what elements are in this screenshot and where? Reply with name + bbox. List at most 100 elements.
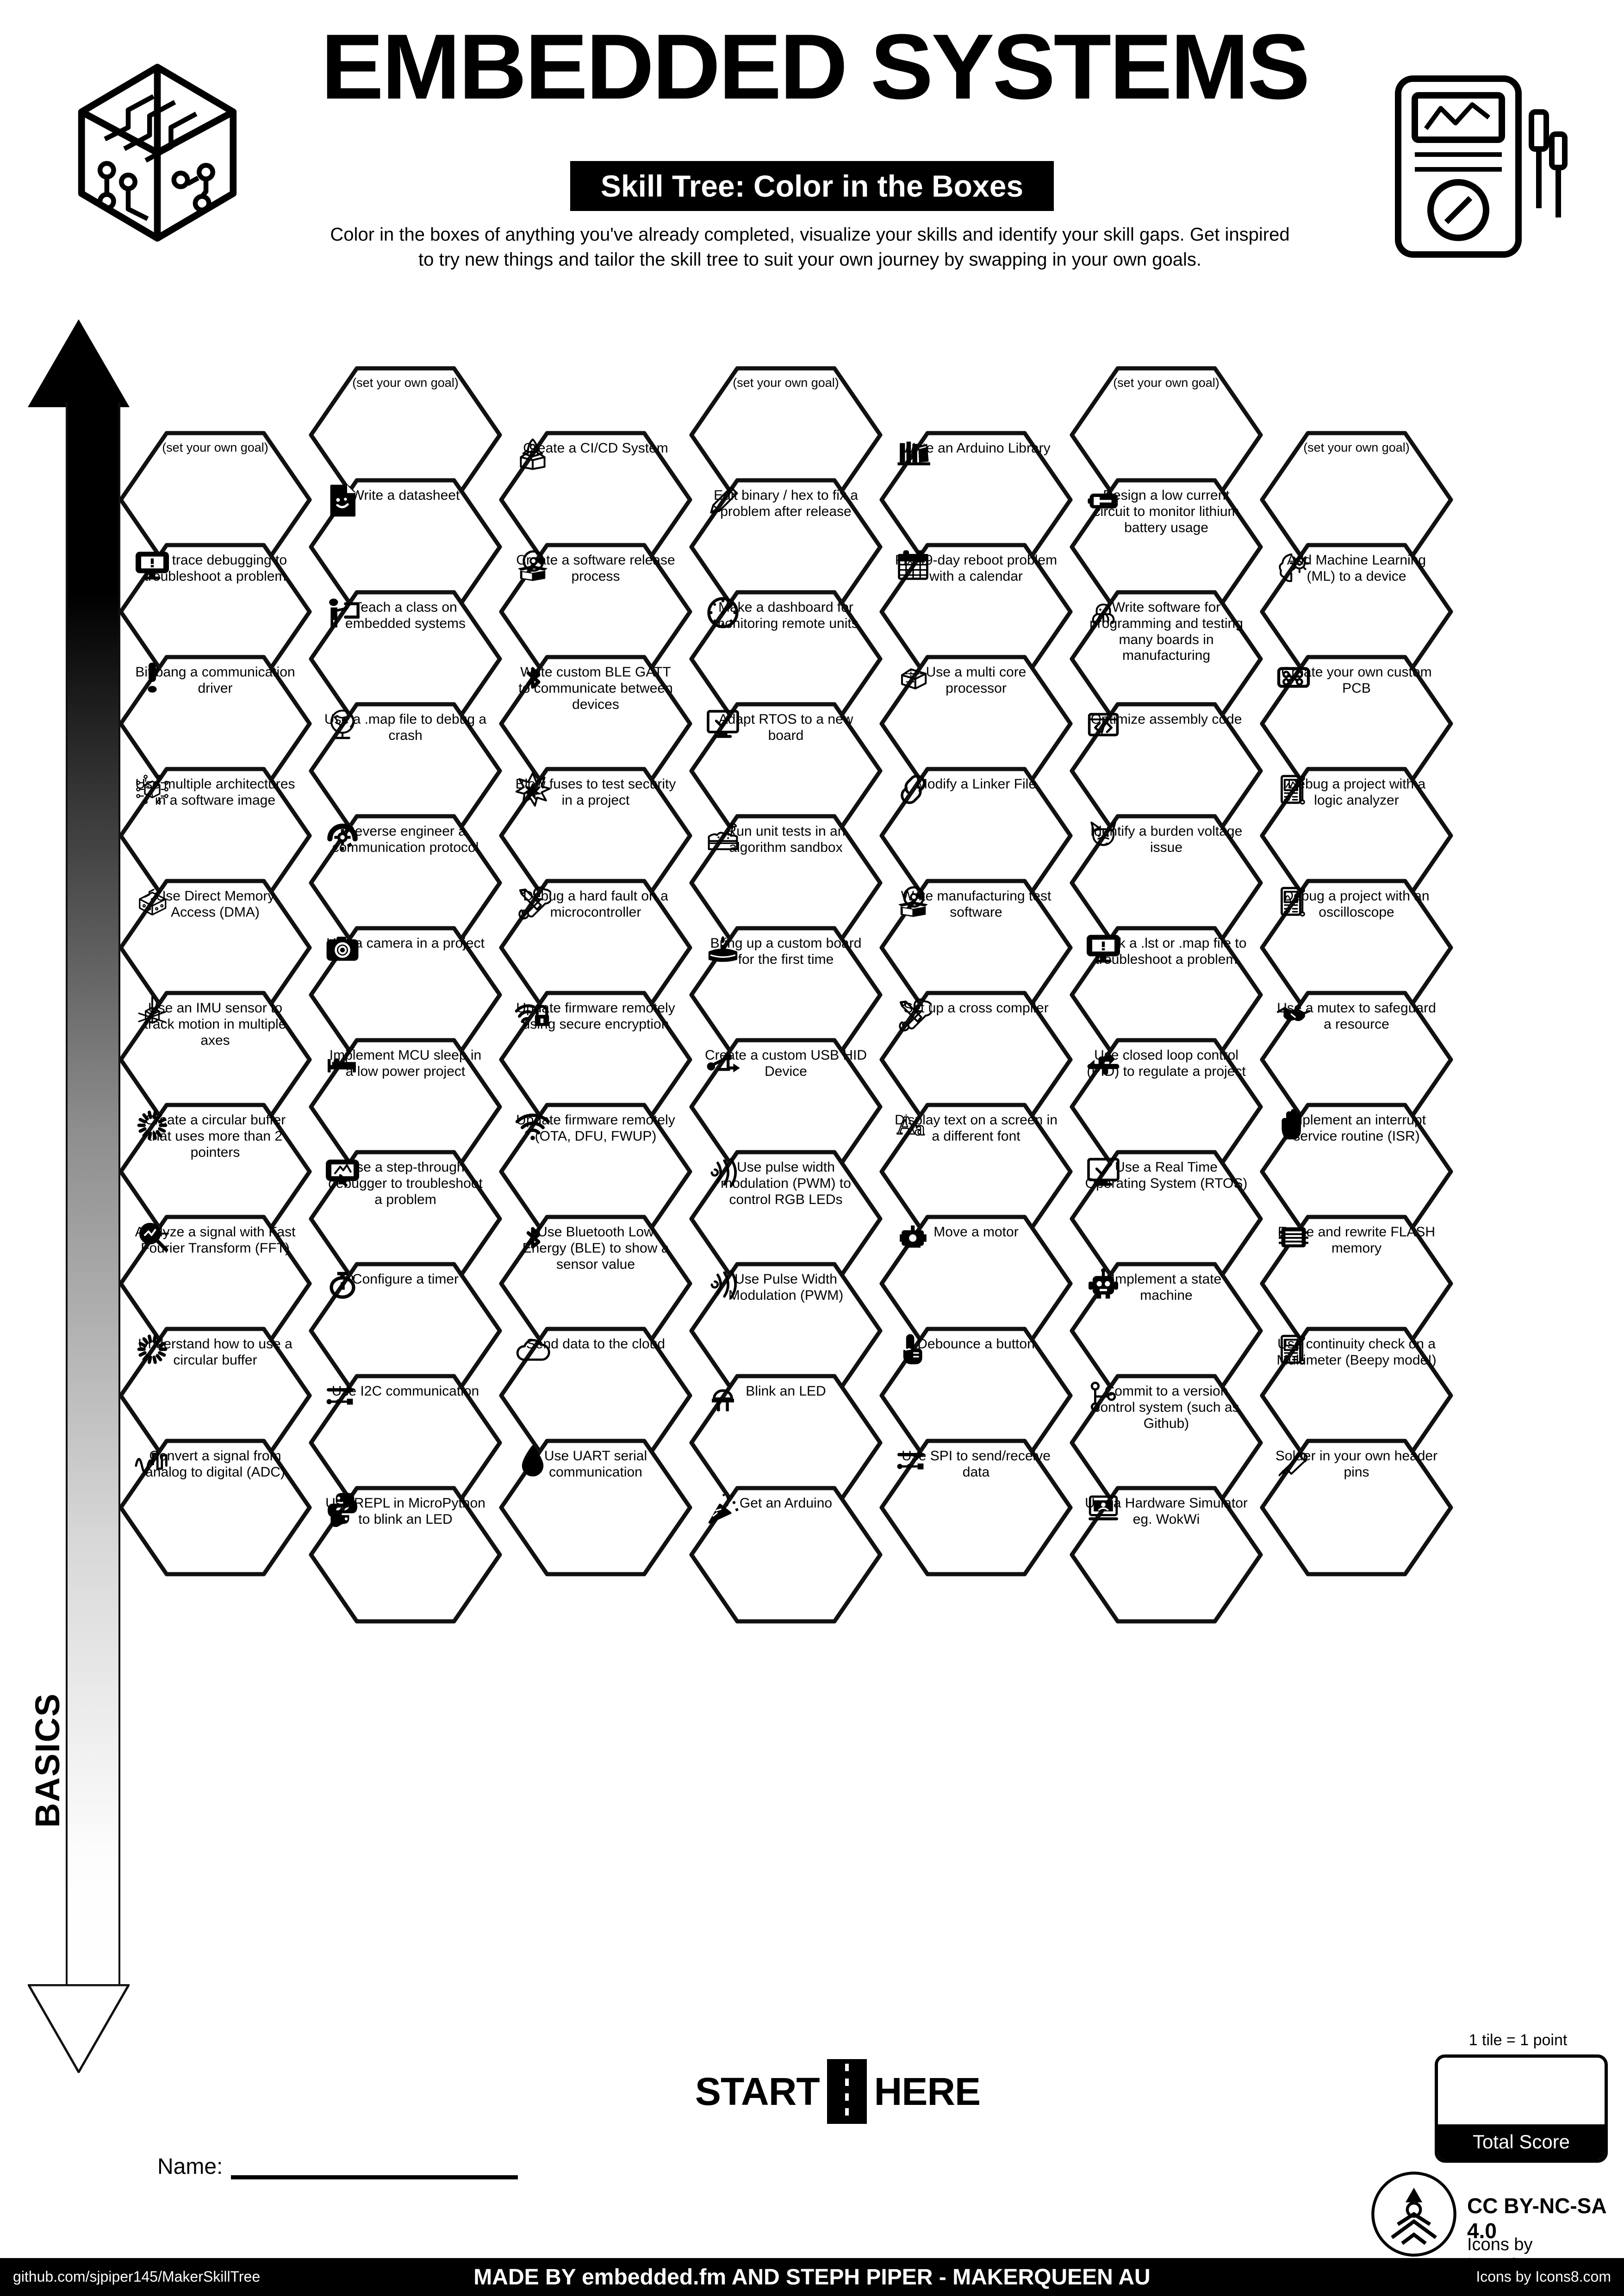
books-icon bbox=[897, 441, 996, 500]
skill-tile-label: Write manufacturing test software bbox=[901, 888, 1052, 920]
oscilloscope-icon bbox=[1281, 887, 1376, 964]
skill-tile[interactable]: Write software for programming and testi… bbox=[1069, 590, 1263, 728]
skill-tile[interactable]: Debug a project with a logic analyzer bbox=[1259, 766, 1454, 905]
start-label: START bbox=[695, 2069, 820, 2113]
skill-tile-label: Modify a Linker File bbox=[915, 776, 1037, 792]
skill-tile[interactable]: Use a .map file to debug a crash bbox=[308, 701, 503, 840]
skill-tile[interactable]: Write an Arduino Library bbox=[879, 430, 1073, 569]
skill-tile-label: Use an IMU sensor to track motion in mul… bbox=[144, 1000, 286, 1048]
skill-tile-label: Solder in your own header pins bbox=[1275, 1448, 1438, 1480]
fox-icon bbox=[1090, 821, 1186, 900]
skill-tile[interactable]: Display text on a screen in a different … bbox=[879, 1102, 1073, 1241]
skill-tile[interactable]: Write manufacturing test software bbox=[879, 878, 1073, 1017]
skill-tile[interactable]: Use a Real Time Operating System (RTOS) bbox=[1069, 1149, 1263, 1288]
skill-tile[interactable]: Use continuity check on a Multimeter (Be… bbox=[1259, 1326, 1454, 1465]
skill-tile[interactable]: Use Direct Memory Access (DMA) bbox=[118, 878, 312, 1017]
skill-tile[interactable]: Modify a Linker File bbox=[879, 766, 1073, 905]
skill-tile[interactable]: Update firmware remotely (OTA, DFU, FWUP… bbox=[498, 1102, 693, 1241]
footer-repo-link[interactable]: github.com/sjpiper145/MakerSkillTree bbox=[13, 2268, 261, 2285]
skill-tile-label: Get an Arduino bbox=[739, 1496, 833, 1511]
skill-tile[interactable]: Check a .lst or .map file to troubleshoo… bbox=[1069, 925, 1263, 1064]
skill-tile-label: Create a CI/CD System bbox=[523, 441, 668, 456]
skill-tile[interactable]: Write custom BLE GATT to communicate bet… bbox=[498, 654, 693, 793]
skill-tile-label: Add Machine Learning (ML) to a device bbox=[1287, 552, 1426, 584]
skill-tile-label: Implement an interrupt service routine (… bbox=[1287, 1112, 1426, 1144]
skill-tile[interactable]: Commit to a version control system (such… bbox=[1069, 1373, 1263, 1512]
skill-tile[interactable]: Update firmware remotely using secure en… bbox=[498, 990, 693, 1129]
name-field-row[interactable]: Name: bbox=[157, 2147, 666, 2179]
skill-tile[interactable]: Analyze a signal with Fast Fourier Trans… bbox=[118, 1214, 312, 1353]
skill-tile[interactable]: Identify a burden voltage issue bbox=[1069, 813, 1263, 952]
skill-tile[interactable]: Fix 49-day reboot problem with a calenda… bbox=[879, 542, 1073, 681]
skill-tile[interactable]: Reverse engineer a communication protoco… bbox=[308, 813, 503, 952]
skill-tile-label: (set your own goal) bbox=[1113, 376, 1220, 390]
score-fill bbox=[1438, 2124, 1605, 2159]
skill-tile-label: Edit binary / hex to fix a problem after… bbox=[714, 488, 858, 519]
skill-tile[interactable]: Solder in your own header pins bbox=[1259, 1438, 1454, 1577]
skill-tile[interactable]: Use Bluetooth Low Energy (BLE) to show a… bbox=[498, 1214, 693, 1353]
skill-tile[interactable]: Use a multi core processor bbox=[879, 654, 1073, 793]
skill-tile-label: Use a .map file to debug a crash bbox=[324, 712, 487, 743]
skill-tile[interactable]: Implement MCU sleep in a low power proje… bbox=[308, 1037, 503, 1176]
party-popper-icon bbox=[708, 1494, 806, 1555]
monitor-alert-icon bbox=[1087, 935, 1186, 1011]
skill-tile[interactable]: Run unit tests in an algorithm sandbox bbox=[689, 813, 883, 952]
skill-tile[interactable]: Blink an LED bbox=[689, 1373, 883, 1512]
skill-tile[interactable]: Set up a cross compiler bbox=[879, 990, 1073, 1129]
skill-tile[interactable]: Implement a state machine bbox=[1069, 1261, 1263, 1400]
name-input-line[interactable] bbox=[231, 2171, 518, 2179]
total-score-label: Total Score bbox=[1472, 2131, 1570, 2153]
skill-tile[interactable]: Use REPL in MicroPython to blink an LED bbox=[308, 1485, 503, 1624]
monitor-alert-icon bbox=[136, 552, 235, 628]
skill-tile[interactable]: Debug a hard fault on a microcontroller bbox=[498, 878, 693, 1017]
skill-tile[interactable]: Use multiple architectures in a software… bbox=[118, 766, 312, 905]
skill-tile-label: Analyze a signal with Fast Fourier Trans… bbox=[135, 1224, 296, 1256]
screen-check-icon bbox=[1087, 1158, 1186, 1235]
skill-tile[interactable]: Adapt RTOS to a new board bbox=[689, 701, 883, 840]
skill-tile[interactable]: Blow fuses to test security in a project bbox=[498, 766, 693, 905]
skill-tile[interactable]: Create a circular buffer that uses more … bbox=[118, 1102, 312, 1241]
skill-tile-label: Implement MCU sleep in a low power proje… bbox=[329, 1048, 482, 1079]
skill-tile[interactable]: Bring up a custom board for the first ti… bbox=[689, 925, 883, 1064]
skill-tile[interactable]: Use closed loop control (PID) to regulat… bbox=[1069, 1037, 1263, 1176]
circular-buffer-icon bbox=[137, 1111, 235, 1204]
skill-tile[interactable]: Get an Arduino bbox=[689, 1485, 883, 1624]
skill-tile[interactable]: Bit bang a communication driver bbox=[118, 654, 312, 793]
skill-tile[interactable]: Add Machine Learning (ML) to a device bbox=[1259, 542, 1454, 681]
skill-tile[interactable]: Use UART serial communication bbox=[498, 1438, 693, 1577]
skill-tile[interactable]: (set your own goal) bbox=[689, 366, 883, 504]
flash-chip-icon bbox=[1279, 1227, 1376, 1300]
skill-tile-label: Create a circular buffer that uses more … bbox=[144, 1112, 286, 1160]
bluetooth-icon bbox=[526, 667, 616, 756]
skill-tile-label: (set your own goal) bbox=[162, 441, 268, 454]
skill-tile-label: Debug a project with a logic analyzer bbox=[1287, 776, 1426, 808]
skill-tile[interactable]: Use SPI to send/receive data bbox=[879, 1438, 1073, 1577]
axis-arrow-up bbox=[28, 319, 130, 407]
total-score-box[interactable]: Total Score bbox=[1435, 2054, 1608, 2163]
skill-tile-label: Update firmware remotely using secure en… bbox=[516, 1000, 675, 1032]
skill-tile[interactable]: Create a CI/CD System bbox=[498, 430, 693, 569]
globe-icon bbox=[330, 709, 425, 788]
skill-tile[interactable]: Use a mutex to safeguard a resource bbox=[1259, 990, 1454, 1129]
skill-tile[interactable]: Use a Hardware Simulator eg. WokWi bbox=[1069, 1485, 1263, 1624]
skill-tile-label: Use I2C communication bbox=[331, 1384, 479, 1399]
intro-blurb: Color in the boxes of anything you've al… bbox=[330, 224, 1290, 270]
skill-tile[interactable]: Write a datasheet bbox=[308, 478, 503, 616]
signal-magnifier-icon bbox=[139, 1222, 235, 1300]
pcb-icon bbox=[1277, 667, 1376, 740]
skill-tile[interactable]: Understand how to use a circular buffer bbox=[118, 1326, 312, 1465]
hand-stop-icon bbox=[1282, 1109, 1376, 1188]
skill-tile[interactable]: Use an IMU sensor to track motion in mul… bbox=[118, 990, 312, 1129]
tools-icon bbox=[518, 886, 616, 964]
skill-tile[interactable]: Use I2C communication bbox=[308, 1373, 503, 1512]
wifi-icon bbox=[515, 1113, 616, 1188]
skill-tile-label: Move a motor bbox=[933, 1224, 1019, 1240]
skill-tile[interactable]: Use a step-through debugger to troublesh… bbox=[308, 1149, 503, 1288]
loop-arrows-icon bbox=[1087, 1053, 1186, 1123]
skill-tile-label: Use a step-through debugger to troublesh… bbox=[328, 1160, 483, 1207]
skill-tile[interactable]: Convert a signal from analog to digital … bbox=[118, 1438, 312, 1577]
skill-tile-label: Use multiple architectures in a software… bbox=[135, 776, 295, 808]
debugger-screen-icon bbox=[326, 1160, 425, 1251]
skill-tile-label: Commit to a version control system (such… bbox=[1093, 1384, 1239, 1431]
press-button-icon bbox=[903, 1334, 996, 1396]
